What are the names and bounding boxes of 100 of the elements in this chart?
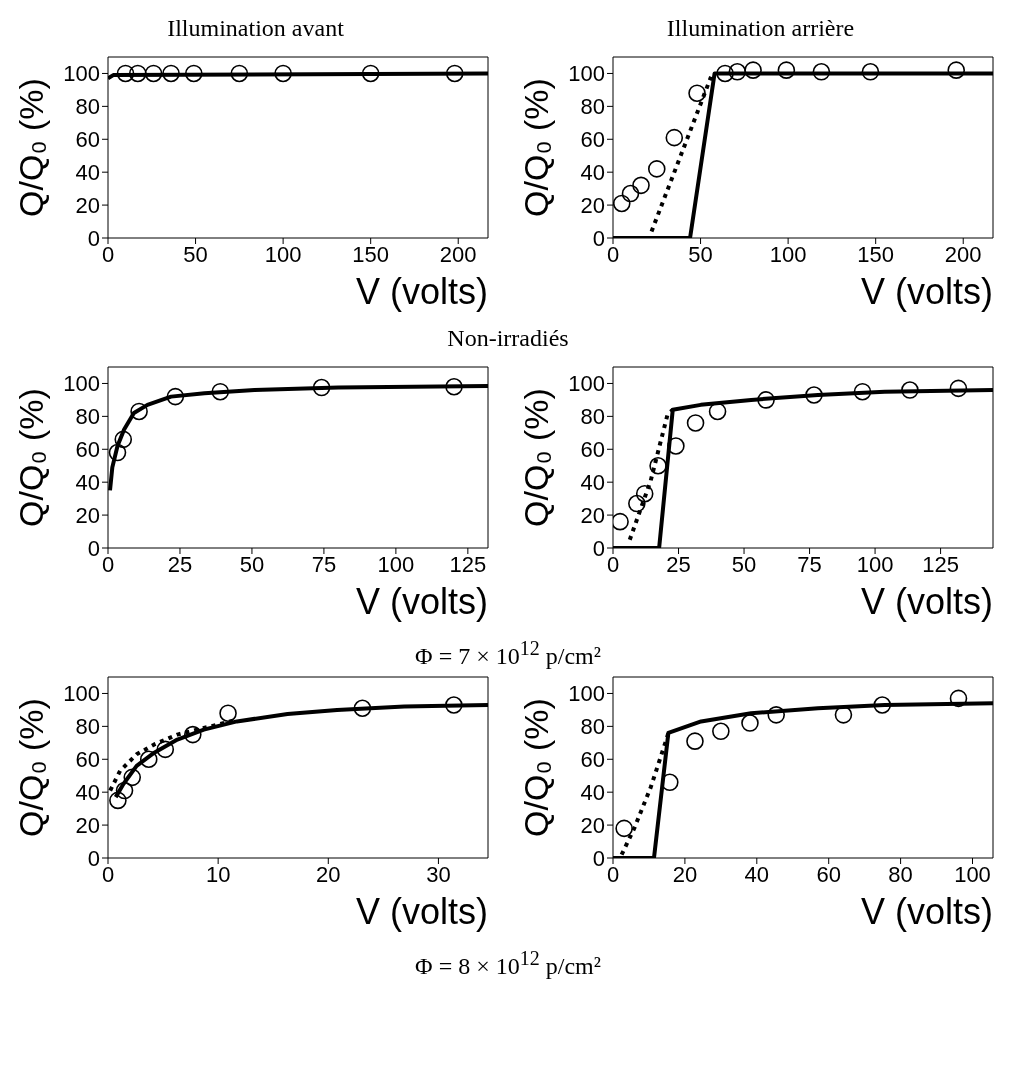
- x-tick-label: 150: [352, 241, 390, 267]
- y-tick-label: 60: [580, 747, 605, 773]
- point: [667, 437, 685, 455]
- y-tick-label: 100: [568, 61, 605, 87]
- point: [716, 64, 734, 83]
- point: [219, 704, 237, 722]
- y-tick-label: 0: [87, 225, 100, 251]
- y-tick-label: 40: [580, 779, 605, 805]
- point: [805, 386, 823, 404]
- point: [312, 378, 331, 397]
- point: [156, 740, 175, 759]
- y-tick-label: 60: [75, 747, 100, 773]
- point: [109, 791, 127, 810]
- point: [166, 387, 185, 406]
- x-tick-label: 50: [731, 551, 757, 577]
- text: Non-irradiés: [446, 324, 570, 353]
- point: [353, 699, 372, 718]
- y-tick-label: 100: [63, 681, 100, 707]
- x-tick-label: 10: [205, 861, 231, 887]
- point: [744, 61, 762, 79]
- point: [115, 781, 134, 800]
- x-tick-label: 25: [167, 551, 193, 577]
- point: [741, 714, 759, 732]
- point: [130, 402, 148, 421]
- point: [728, 63, 747, 81]
- y-tick-label: 0: [592, 535, 605, 561]
- y-tick-label: 80: [75, 404, 100, 430]
- x-tick-label: 150: [857, 241, 895, 267]
- point: [184, 725, 202, 744]
- point: [635, 484, 654, 503]
- x-tick-label: 40: [744, 861, 770, 887]
- x-tick-label: 125: [922, 551, 959, 577]
- x-axis-title: V (volts): [860, 581, 993, 622]
- x-tick-label: 75: [311, 551, 337, 577]
- y-tick-label: 40: [75, 469, 100, 495]
- point: [901, 381, 919, 399]
- y-tick-label: 20: [580, 502, 605, 528]
- point: [861, 63, 880, 81]
- point: [949, 379, 968, 398]
- point: [621, 184, 640, 203]
- x-tick-label: 25: [666, 551, 691, 577]
- x-tick-label: 30: [426, 861, 451, 887]
- point: [647, 160, 666, 178]
- y-tick-label: 40: [580, 159, 605, 185]
- y-axis-title: Q/Q₀ (%): [11, 698, 50, 837]
- point: [949, 689, 968, 708]
- y-tick-label: 80: [580, 94, 605, 120]
- x-axis-title: V (volts): [355, 891, 488, 932]
- y-tick-label: 60: [75, 437, 100, 463]
- x-tick-label: 100: [264, 241, 302, 267]
- y-tick-label: 60: [75, 127, 100, 153]
- y-tick-label: 60: [580, 127, 605, 153]
- x-tick-label: 50: [239, 551, 265, 577]
- point: [445, 696, 463, 714]
- point: [211, 382, 230, 401]
- point: [686, 732, 704, 750]
- x-tick-label: 100: [856, 551, 894, 577]
- x-tick-label: 200: [439, 241, 477, 267]
- x-axis-title: V (volts): [860, 271, 993, 312]
- point: [767, 706, 786, 724]
- point: [613, 194, 631, 213]
- y-axis-title: Q/Q₀ (%): [516, 78, 555, 217]
- text: Φ = 8 × 10$^{12}$ p/cm²: [414, 946, 602, 979]
- y-tick-label: 20: [580, 192, 605, 218]
- x-tick-label: 50: [183, 241, 208, 267]
- y-tick-label: 20: [75, 812, 100, 838]
- point: [114, 430, 133, 449]
- y-tick-label: 80: [75, 94, 100, 120]
- x-tick-label: 100: [377, 551, 415, 577]
- point: [615, 819, 633, 838]
- point: [777, 61, 796, 79]
- chart-title: Illumination avant: [166, 14, 345, 43]
- y-tick-label: 20: [75, 502, 100, 528]
- x-tick-label: 75: [797, 551, 822, 577]
- x-tick-label: 200: [944, 241, 982, 267]
- x-tick-label: 80: [888, 861, 913, 887]
- chart-title: Illumination arrière: [665, 14, 856, 43]
- x-tick-label: 100: [954, 861, 991, 887]
- point: [445, 377, 463, 396]
- y-axis-title: Q/Q₀ (%): [516, 698, 555, 837]
- point: [853, 382, 872, 401]
- point: [123, 768, 142, 787]
- point: [757, 391, 775, 409]
- y-tick-label: 60: [580, 437, 605, 463]
- y-tick-label: 40: [75, 159, 100, 185]
- x-axis-title: V (volts): [860, 891, 993, 932]
- point: [613, 512, 629, 531]
- point: [712, 722, 730, 741]
- point: [834, 706, 853, 724]
- y-tick-label: 80: [580, 714, 605, 740]
- y-tick-label: 0: [87, 845, 100, 871]
- point: [139, 750, 158, 769]
- y-tick-label: 100: [568, 681, 605, 707]
- y-tick-label: 100: [63, 371, 100, 397]
- x-tick-label: 20: [672, 861, 698, 887]
- y-tick-label: 0: [592, 225, 605, 251]
- x-tick-label: 20: [316, 861, 341, 887]
- point: [686, 414, 705, 432]
- point: [665, 128, 684, 147]
- point: [873, 696, 892, 714]
